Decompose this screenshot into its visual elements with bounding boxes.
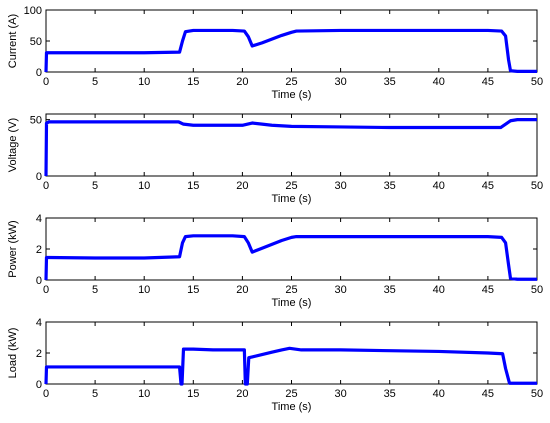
x-tick-label: 40 (433, 76, 445, 88)
x-tick-label: 50 (531, 388, 543, 400)
chart-panel-1: 0 5 10 15 20 25 30 35 40 45 50 0 50 100 Time (s) Curren… (7, 5, 543, 101)
series-line-1 (44, 118, 537, 177)
x-tick-label: 45 (482, 180, 494, 192)
x-tick-label: 30 (334, 284, 346, 296)
x-tick-label: 20 (236, 76, 248, 88)
x-tick-label: 0 (43, 76, 49, 88)
x-tick-label: 30 (334, 180, 346, 192)
y-axis-label: Current (A) (7, 14, 19, 68)
y-tick-label: 50 (30, 115, 42, 127)
x-tick-label: 15 (187, 180, 199, 192)
x-tick-label: 45 (482, 388, 494, 400)
y-tick-label: 100 (24, 5, 42, 17)
x-tick-label: 20 (236, 180, 248, 192)
x-tick-label: 35 (384, 284, 396, 296)
x-tick-label: 40 (433, 388, 445, 400)
chart-panel-4: 0 5 10 15 20 25 30 35 40 45 50 0 2 4 Time (s) Load (kW) (7, 317, 543, 413)
y-tick-label: 0 (36, 379, 42, 391)
plot-frame (45, 113, 538, 177)
x-tick-label: 15 (187, 284, 199, 296)
plot-frame (45, 217, 538, 281)
x-tick-label: 15 (187, 388, 199, 400)
x-tick-label: 20 (236, 284, 248, 296)
x-tick-label: 10 (138, 76, 150, 88)
x-tick-label: 30 (334, 76, 346, 88)
x-tick-label: 15 (187, 76, 199, 88)
chart-panel-2: 0 5 10 15 20 25 30 35 40 45 50 0 50 Time (s) Voltage (… (7, 113, 543, 205)
y-axis-label: Load (kW) (7, 328, 19, 379)
chart-panel-3: 0 5 10 15 20 25 30 35 40 45 50 0 2 4 Time (s) Power (kW… (7, 213, 543, 309)
x-tick-label: 10 (138, 284, 150, 296)
x-tick-label: 0 (43, 284, 49, 296)
x-tick-label: 10 (138, 180, 150, 192)
x-tick-label: 50 (531, 180, 543, 192)
x-tick-label: 45 (482, 76, 494, 88)
y-tick-label: 0 (36, 275, 42, 287)
y-tick-label: 0 (36, 67, 42, 79)
x-tick-label: 25 (285, 388, 297, 400)
x-tick-label: 0 (43, 180, 49, 192)
y-axis-label: Power (kW) (7, 220, 19, 277)
x-tick-label: 40 (433, 180, 445, 192)
series-line-1 (44, 234, 537, 281)
x-tick-label: 30 (334, 388, 346, 400)
y-tick-label: 4 (36, 317, 42, 329)
x-axis-label: Time (s) (272, 193, 312, 205)
x-tick-label: 35 (384, 180, 396, 192)
plot-frame (45, 9, 538, 73)
y-tick-label: 4 (36, 213, 42, 225)
x-axis-label: Time (s) (272, 89, 312, 101)
y-tick-label: 2 (36, 348, 42, 360)
x-tick-label: 40 (433, 284, 445, 296)
x-axis-label: Time (s) (272, 297, 312, 309)
x-tick-label: 10 (138, 388, 150, 400)
y-tick-label: 2 (36, 244, 42, 256)
x-tick-label: 35 (384, 76, 396, 88)
y-tick-label: 0 (36, 171, 42, 183)
x-tick-label: 25 (285, 76, 297, 88)
series-line-1 (44, 28, 537, 73)
series-line-1 (44, 346, 537, 386)
x-tick-label: 50 (531, 76, 543, 88)
x-tick-label: 50 (531, 284, 543, 296)
x-tick-label: 35 (384, 388, 396, 400)
x-tick-label: 25 (285, 284, 297, 296)
y-tick-label: 50 (30, 36, 42, 48)
x-axis-label: Time (s) (272, 401, 312, 413)
y-axis-label: Voltage (V) (7, 118, 19, 172)
x-tick-label: 5 (92, 388, 98, 400)
x-tick-label: 25 (285, 180, 297, 192)
x-tick-label: 20 (236, 388, 248, 400)
x-tick-label: 5 (92, 284, 98, 296)
x-tick-label: 5 (92, 180, 98, 192)
x-tick-label: 0 (43, 388, 49, 400)
x-tick-label: 45 (482, 284, 494, 296)
x-tick-label: 5 (92, 76, 98, 88)
